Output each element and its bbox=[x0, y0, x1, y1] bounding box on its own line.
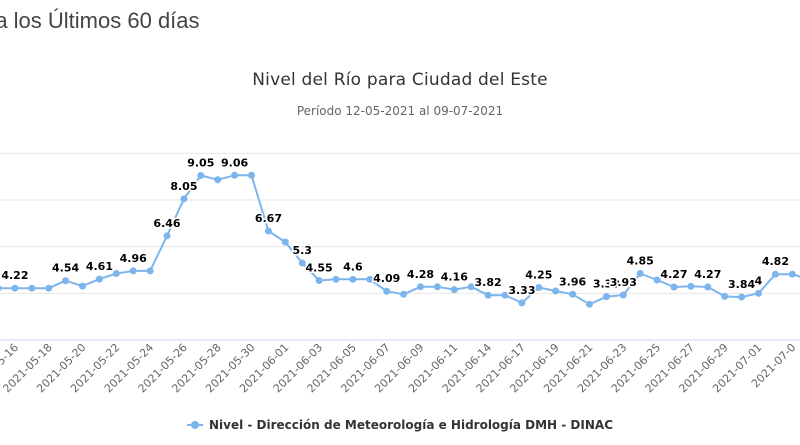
data-point[interactable] bbox=[146, 267, 154, 275]
data-point[interactable] bbox=[315, 277, 323, 284]
data-label: 4.16 bbox=[441, 271, 468, 284]
data-point[interactable] bbox=[383, 287, 391, 295]
data-point[interactable] bbox=[569, 290, 577, 298]
data-point[interactable] bbox=[11, 284, 19, 292]
data-point[interactable] bbox=[501, 291, 509, 299]
legend-marker-icon bbox=[186, 420, 203, 430]
gridlines bbox=[0, 152, 800, 341]
data-label: 4.82 bbox=[762, 255, 789, 268]
data-point[interactable] bbox=[231, 171, 239, 179]
data-point[interactable] bbox=[214, 176, 222, 184]
data-point[interactable] bbox=[197, 172, 205, 179]
data-label: 3.84 bbox=[728, 278, 755, 291]
data-point[interactable] bbox=[619, 291, 627, 299]
data-point[interactable] bbox=[535, 284, 543, 291]
data-point[interactable] bbox=[755, 289, 762, 297]
data-label: 6.67 bbox=[255, 212, 282, 225]
data-point[interactable] bbox=[129, 267, 137, 275]
data-label: 9.06 bbox=[221, 156, 248, 169]
point-layer bbox=[0, 171, 796, 308]
data-label: 4.25 bbox=[525, 269, 552, 282]
legend[interactable]: Nivel - Dirección de Meteorología e Hidr… bbox=[0, 418, 800, 432]
data-point[interactable] bbox=[704, 283, 712, 291]
data-point[interactable] bbox=[45, 284, 53, 292]
data-point[interactable] bbox=[163, 232, 171, 240]
data-point[interactable] bbox=[95, 275, 103, 283]
data-point[interactable] bbox=[264, 227, 272, 235]
data-point[interactable] bbox=[687, 282, 695, 290]
data-label: 4.27 bbox=[694, 268, 721, 281]
data-label: 3.96 bbox=[559, 275, 586, 288]
data-point[interactable] bbox=[670, 283, 678, 291]
data-label: 8.05 bbox=[170, 180, 197, 193]
data-label: 3.33 bbox=[508, 284, 535, 297]
data-label: 4.55 bbox=[306, 262, 333, 275]
data-point[interactable] bbox=[62, 277, 70, 285]
data-point[interactable] bbox=[552, 287, 560, 295]
data-label: 4.22 bbox=[1, 269, 28, 282]
data-point[interactable] bbox=[281, 238, 289, 246]
data-label: 3.93 bbox=[610, 276, 637, 289]
data-point[interactable] bbox=[332, 275, 340, 283]
legend-label: Nivel - Dirección de Meteorología e Hidr… bbox=[208, 418, 613, 432]
data-point[interactable] bbox=[180, 195, 188, 203]
data-point[interactable] bbox=[0, 285, 2, 292]
data-point[interactable] bbox=[467, 283, 475, 291]
data-point[interactable] bbox=[653, 276, 661, 284]
data-point[interactable] bbox=[349, 275, 357, 283]
data-point[interactable] bbox=[450, 286, 458, 294]
page-heading: ra los Últimos 60 días bbox=[0, 8, 200, 33]
data-label: 4.96 bbox=[120, 252, 147, 265]
data-point[interactable] bbox=[366, 275, 374, 283]
data-label: 5.3 bbox=[292, 244, 312, 257]
data-label: 6.46 bbox=[153, 217, 180, 230]
data-point[interactable] bbox=[400, 290, 408, 298]
data-point[interactable] bbox=[484, 291, 492, 299]
data-label: 4.27 bbox=[660, 268, 687, 281]
data-label: 4.54 bbox=[52, 262, 79, 275]
data-label: 4.28 bbox=[407, 268, 434, 281]
data-point[interactable] bbox=[298, 259, 306, 267]
data-point[interactable] bbox=[433, 283, 441, 291]
data-point[interactable] bbox=[788, 270, 796, 278]
data-label: 3.39 bbox=[593, 278, 620, 291]
data-point[interactable] bbox=[79, 282, 86, 290]
data-point[interactable] bbox=[518, 299, 526, 307]
data-label: 4.85 bbox=[627, 255, 654, 268]
data-point[interactable] bbox=[738, 293, 746, 301]
data-point[interactable] bbox=[586, 300, 593, 308]
data-point[interactable] bbox=[771, 270, 779, 278]
data-point[interactable] bbox=[417, 283, 424, 291]
data-point[interactable] bbox=[28, 284, 36, 292]
data-point[interactable] bbox=[602, 293, 610, 301]
x-axis-ticks: 2021-05-162021-05-182021-05-202021-05-22… bbox=[0, 341, 798, 395]
data-label: 4.09 bbox=[373, 272, 400, 285]
data-label: 4.61 bbox=[86, 260, 113, 273]
data-point[interactable] bbox=[721, 292, 729, 300]
chart-subtitle: Período 12-05-2021 al 09-07-2021 bbox=[296, 104, 504, 118]
data-label: 9.05 bbox=[187, 157, 214, 170]
data-label: 3.82 bbox=[475, 276, 502, 289]
chart-title: Nivel del Río para Ciudad del Este bbox=[252, 70, 548, 90]
data-label-layer: 4.22 4.54 4.61 4.96 6.46 8.05 9.05 9.06 6.67 5.3 4… bbox=[0, 155, 790, 299]
data-label: 4.6 bbox=[343, 260, 363, 273]
data-point[interactable] bbox=[636, 270, 644, 277]
data-point[interactable] bbox=[112, 270, 120, 277]
data-point[interactable] bbox=[248, 171, 255, 179]
data-label: 4 bbox=[755, 274, 763, 287]
